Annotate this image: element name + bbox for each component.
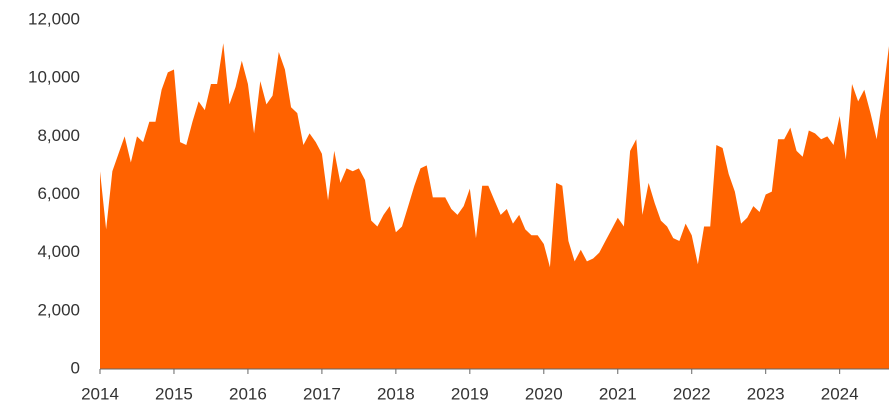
x-tick-label: 2017 bbox=[303, 384, 341, 403]
y-tick-label: 4,000 bbox=[37, 242, 80, 261]
x-tick-label: 2024 bbox=[821, 384, 859, 403]
area bbox=[100, 43, 889, 370]
x-tick-label: 2019 bbox=[451, 384, 489, 403]
x-tick-label: 2023 bbox=[747, 384, 785, 403]
x-tick-label: 2014 bbox=[81, 384, 119, 403]
y-tick-label: 12,000 bbox=[28, 9, 80, 28]
x-tick-label: 2015 bbox=[155, 384, 193, 403]
y-tick-label: 6,000 bbox=[37, 184, 80, 203]
y-tick-label: 8,000 bbox=[37, 126, 80, 145]
x-tick-label: 2020 bbox=[525, 384, 563, 403]
y-tick-label: 2,000 bbox=[37, 300, 80, 319]
y-tick-label: 10,000 bbox=[28, 68, 80, 87]
x-tick-label: 2021 bbox=[599, 384, 637, 403]
x-tick-label: 2022 bbox=[673, 384, 711, 403]
y-tick-label: 0 bbox=[71, 358, 80, 377]
x-tick-label: 2016 bbox=[229, 384, 267, 403]
x-tick-label: 2018 bbox=[377, 384, 415, 403]
